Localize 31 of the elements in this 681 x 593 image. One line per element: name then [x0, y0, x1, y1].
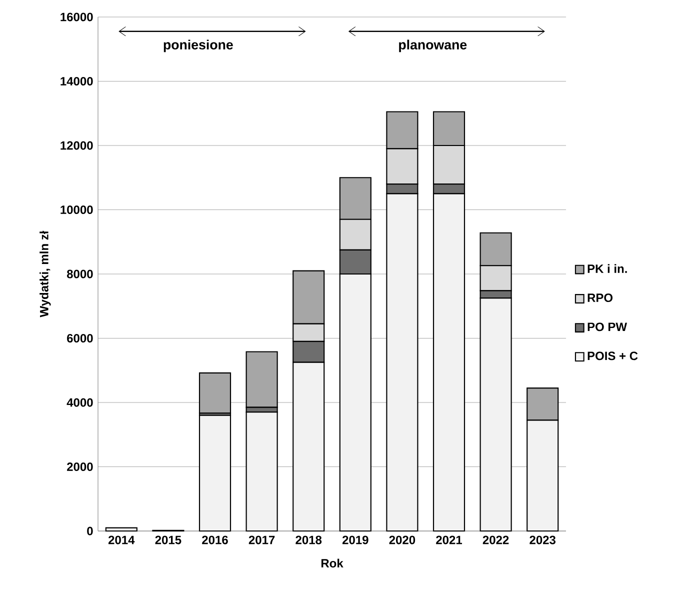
y-tick-label: 4000 — [66, 398, 93, 407]
legend-label: POIS + C — [588, 352, 638, 360]
x-tick-label: 2019 — [342, 536, 368, 544]
y-tick-label: 12000 — [60, 141, 93, 150]
x-tick-label: 2014 — [108, 536, 135, 544]
bar — [246, 351, 278, 408]
x-tick-label: 2018 — [296, 536, 322, 544]
y-tick-label: 2000 — [67, 462, 93, 472]
bar — [198, 414, 232, 532]
x-tick-label: 2020 — [389, 536, 416, 544]
x-axis-title: Rok — [321, 558, 344, 568]
legend-label: PO PW — [588, 322, 628, 332]
x-tick-label: 2017 — [248, 536, 275, 544]
y-axis-title: Wydatki, mln zł — [40, 230, 51, 318]
y-tick-label: 10000 — [60, 205, 93, 214]
y-tick-label: 6000 — [67, 334, 93, 343]
annotation: poniesione — [164, 40, 233, 52]
y-tick-label: 14000 — [60, 76, 93, 86]
x-tick-label: 2015 — [155, 536, 182, 544]
x-tick-label: 2023 — [530, 536, 556, 544]
y-tick-label: 0 — [87, 526, 93, 536]
annotation: planowane — [399, 40, 467, 52]
y-tick-label: 8000 — [66, 270, 93, 278]
bar — [198, 372, 232, 414]
bar — [105, 527, 138, 532]
y-tick-label: 16000 — [60, 12, 93, 22]
x-tick-label: 2022 — [482, 536, 509, 544]
x-tick-label: 2021 — [436, 536, 462, 544]
x-tick-label: 2016 — [202, 536, 228, 544]
legend-label: PK i in. — [588, 264, 627, 273]
legend-label: RPO — [588, 294, 613, 302]
